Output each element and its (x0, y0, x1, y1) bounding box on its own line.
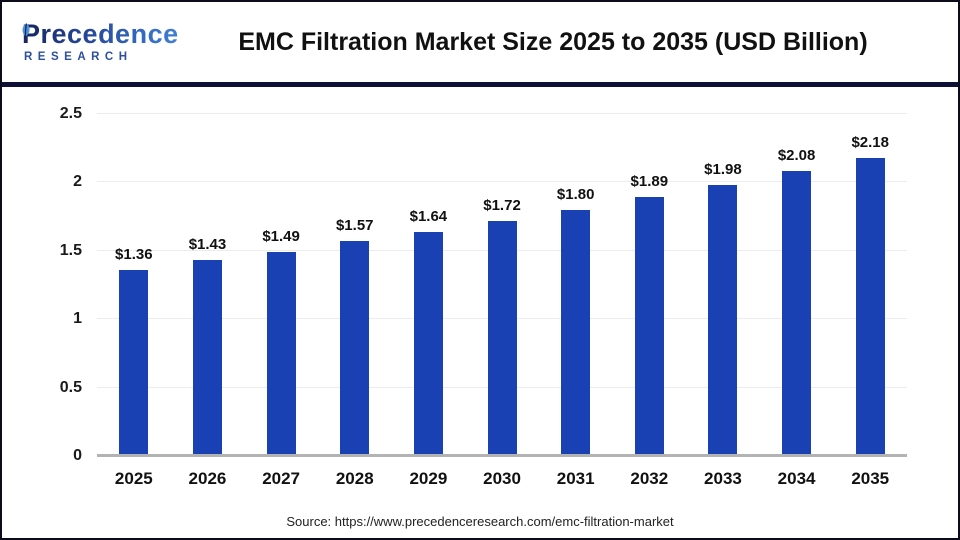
bar-column: $1.36 (97, 87, 171, 456)
bar-value-label: $1.72 (483, 196, 521, 214)
x-axis-line (97, 454, 907, 457)
bar (119, 269, 149, 456)
x-tick-label: 2032 (630, 469, 669, 488)
x-tick-label: 2033 (704, 469, 742, 488)
bar-column: $1.49 (244, 87, 318, 456)
bar-value-label: $1.89 (630, 173, 669, 191)
header: Precedence RESEARCH EMC Filtration Marke… (2, 2, 958, 82)
bar-column: $1.72 (465, 87, 539, 456)
bar-column: $1.80 (539, 87, 613, 456)
bar-value-label: $1.64 (409, 207, 448, 225)
bar (487, 220, 517, 456)
source-text: Source: https://www.precedenceresearch.c… (286, 514, 674, 529)
bar-column: $1.89 (612, 87, 686, 456)
bar (192, 260, 222, 456)
x-tick-label: 2031 (556, 469, 595, 488)
bar (561, 209, 591, 456)
bar-column: $1.43 (171, 87, 245, 456)
x-tick-label: 2025 (114, 469, 153, 488)
bar (340, 241, 370, 456)
y-axis-labels: 0 0.5 1 1.5 2 2.5 (2, 105, 82, 464)
gridline (97, 113, 907, 114)
bar (782, 171, 812, 456)
bar-column: $1.64 (392, 87, 466, 456)
title-wrap: EMC Filtration Market Size 2025 to 2035 … (182, 28, 958, 57)
x-tick-label: 2027 (262, 469, 301, 488)
bar (855, 157, 885, 456)
x-tick-label: 2030 (483, 469, 521, 488)
x-axis-labels: 2025 2026 2027 2028 2029 2030 2031 2032 2033 2034… (97, 469, 907, 489)
bar-value-label: $2.18 (851, 133, 889, 151)
bar (413, 231, 443, 456)
bar-value-label: $1.43 (188, 236, 227, 254)
y-tick-label: 1 (73, 310, 82, 328)
brand-subtitle: RESEARCH (24, 51, 133, 63)
bar-column: $2.08 (760, 87, 834, 456)
bar-value-label: $1.98 (704, 161, 742, 179)
bar-value-label: $1.49 (262, 228, 300, 246)
y-tick-label: 0 (73, 447, 82, 464)
brand-logo: Precedence RESEARCH (2, 19, 182, 64)
bar-chart: 0 0.5 1 1.5 2 2.5 $1.36 $1.43 $1.49 $1.57 $1.64 $1… (2, 87, 958, 538)
bar-value-label: $1.80 (556, 185, 595, 203)
page-title: EMC Filtration Market Size 2025 to 2035 … (238, 27, 868, 56)
x-tick-label: 2034 (777, 469, 816, 488)
bar-column: $1.98 (686, 87, 760, 456)
y-tick-label: 2 (73, 173, 82, 191)
gridline (97, 181, 907, 183)
x-tick-label: 2026 (188, 469, 227, 488)
header-divider (2, 82, 958, 87)
x-tick-label: 2035 (851, 469, 890, 488)
bar (266, 252, 296, 456)
brand-name: Precedence (22, 19, 179, 49)
bar-value-label: $2.08 (777, 147, 816, 165)
x-tick-label: 2029 (409, 469, 448, 488)
bar-value-label: $1.57 (335, 217, 374, 235)
bars-container: $1.36 $1.43 $1.49 $1.57 $1.64 $1.72 $1.80 $1.89… (97, 87, 907, 456)
bar (708, 185, 738, 456)
y-tick-label: 1.5 (59, 241, 82, 259)
y-tick-label: 0.5 (59, 378, 82, 396)
bar-value-label: $1.36 (115, 245, 153, 263)
bar-column: $2.18 (833, 87, 907, 456)
x-tick-label: 2028 (335, 469, 374, 488)
y-tick-label: 2.5 (59, 105, 82, 122)
bar-column: $1.57 (318, 87, 392, 456)
bar (634, 197, 664, 456)
